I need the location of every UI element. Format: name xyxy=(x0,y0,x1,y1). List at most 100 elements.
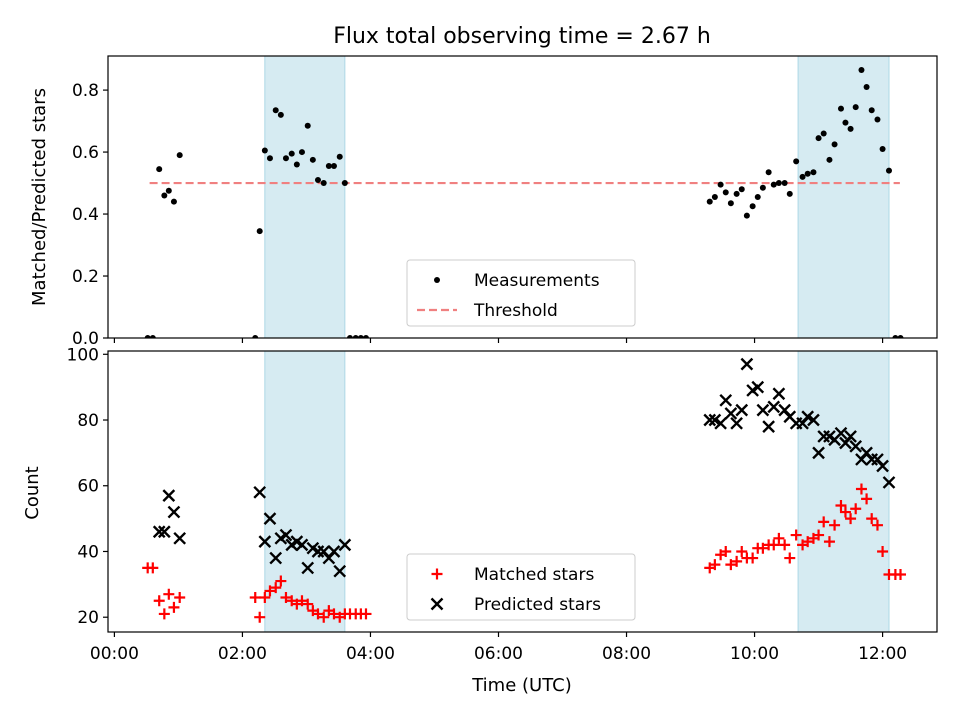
bottom-predicted-stars-point-21 xyxy=(333,564,347,578)
bottom-matched-stars-point-23 xyxy=(328,608,340,620)
top-measurements-point-38 xyxy=(749,203,756,210)
bottom-legend: Matched stars Predicted stars xyxy=(406,553,636,621)
top-legend: Measurements Threshold xyxy=(406,259,636,327)
top-measurements-point-26 xyxy=(346,335,353,338)
top-measurements-point-12 xyxy=(272,107,279,114)
top-measurements-point-13 xyxy=(277,111,284,118)
bottom-matched-stars-point-13 xyxy=(275,575,287,587)
top-measurements-point-39 xyxy=(754,194,761,200)
bottom-matched-stars-point-57 xyxy=(850,503,862,515)
bottom-predicted-stars-point-41 xyxy=(801,410,815,424)
bottom-predicted-stars-point-8 xyxy=(263,512,277,525)
bottom-matched-stars-point-44 xyxy=(779,539,791,551)
top-measurements-point-30 xyxy=(706,198,713,205)
bottom-matched-stars-point-42 xyxy=(768,539,780,551)
bottom-matched-stars-point-31 xyxy=(709,559,721,571)
bottom-x-tick-label-5: 08:00 xyxy=(602,644,651,664)
bottom-predicted-stars-point-27 xyxy=(724,407,738,420)
bottom-matched-stars-point-4 xyxy=(158,608,170,620)
top-measurements-point-60 xyxy=(868,107,875,114)
bottom-predicted-stars-point-11 xyxy=(279,528,293,542)
bottom-predicted-stars-point-36 xyxy=(772,387,786,401)
bottom-matched-stars-point-36 xyxy=(736,545,748,557)
bottom-legend-predicted-stars-swatch xyxy=(430,597,444,611)
top-shaded-interval-1 xyxy=(264,56,346,338)
top-measurements-point-47 xyxy=(799,173,806,180)
bottom-x-tick-label-1: 00:00 xyxy=(90,644,139,664)
bottom-x-tick-label-7: 12:00 xyxy=(858,644,907,664)
top-measurements-point-20 xyxy=(314,176,321,183)
figure-title: Flux total observing time = 2.67 h xyxy=(333,24,711,49)
bottom-matched-stars-point-11 xyxy=(264,585,276,597)
bottom-matched-stars-point-38 xyxy=(747,552,759,564)
bottom-y-tick-label-3: 60 xyxy=(77,477,99,497)
top-measurements-point-54 xyxy=(837,105,844,112)
bottom-predicted-stars-point-23 xyxy=(703,413,717,427)
bottom-predicted-stars-point-34 xyxy=(762,420,775,433)
top-measurements-point-34 xyxy=(727,200,734,207)
top-measurements-point-19 xyxy=(309,156,316,163)
bottom-predicted-stars-point-1 xyxy=(152,525,166,539)
top-measurements-point-4 xyxy=(161,192,168,199)
bottom-matched-stars-point-45 xyxy=(784,552,796,564)
top-measurements-point-11 xyxy=(266,155,273,162)
bottom-predicted-stars-point-29 xyxy=(735,403,749,417)
bottom-legend-box xyxy=(406,553,636,621)
top-measurements-point-14 xyxy=(282,155,289,162)
top-measurements-point-33 xyxy=(722,189,729,196)
bottom-matched-stars-point-14 xyxy=(280,591,292,603)
top-measurements-point-25 xyxy=(341,180,348,187)
top-measurements-point-1 xyxy=(144,335,151,338)
top-measurements-point-15 xyxy=(288,150,295,157)
bottom-predicted-stars-point-4 xyxy=(167,505,181,519)
top-measurements-point-43 xyxy=(775,180,782,187)
bottom-predicted-stars-point-49 xyxy=(844,430,857,443)
top-legend-threshold-label: Threshold xyxy=(473,301,558,321)
bottom-predicted-stars-point-5 xyxy=(173,531,187,545)
top-measurements-point-53 xyxy=(831,141,838,148)
bottom-predicted-stars-point-20 xyxy=(327,545,341,558)
top-measurements-point-36 xyxy=(738,186,745,193)
top-y-axis-label: Matched/Predicted stars xyxy=(29,88,50,306)
top-legend-measurements-swatch xyxy=(434,277,440,283)
bottom-matched-stars-point-21 xyxy=(318,611,330,623)
bottom-predicted-stars-point-6 xyxy=(253,485,267,499)
bottom-y-tick-label-4: 80 xyxy=(77,411,99,431)
bottom-predicted-stars-point-25 xyxy=(714,416,727,430)
top-measurements-point-50 xyxy=(815,135,822,142)
bottom-predicted-stars-point-22 xyxy=(338,538,352,552)
top-measurements-point-59 xyxy=(863,83,870,90)
bottom-matched-stars-point-40 xyxy=(757,542,769,554)
bottom-predicted-stars-point-2 xyxy=(157,525,171,539)
bottom-matched-stars-point-53 xyxy=(829,519,841,531)
top-measurements-point-48 xyxy=(804,170,811,177)
top-measurements-point-24 xyxy=(336,153,343,160)
top-measurements-point-62 xyxy=(879,145,886,152)
top-legend-box xyxy=(406,259,636,327)
bottom-matched-stars-point-48 xyxy=(802,536,814,548)
bottom-legend-matched-stars-swatch xyxy=(431,568,443,580)
bottom-predicted-stars-point-9 xyxy=(269,551,283,565)
bottom-axes-frame xyxy=(107,350,938,633)
top-panel-ratio-plot: 0.0 0.2 0.4 0.6 0.8 Measurements Threshold xyxy=(72,55,938,349)
bottom-predicted-stars-point-56 xyxy=(882,476,896,489)
top-measurements-point-44 xyxy=(781,180,788,187)
top-measurements-point-58 xyxy=(858,66,865,73)
bottom-matched-stars-point-8 xyxy=(249,591,261,603)
bottom-predicted-stars-point-3 xyxy=(162,489,176,502)
bottom-matched-stars-point-56 xyxy=(845,513,857,525)
bottom-matched-stars-point-10 xyxy=(259,591,271,603)
top-measurements-point-27 xyxy=(352,335,359,338)
x-axis-label: Time (UTC) xyxy=(471,675,572,696)
top-shaded-interval-2 xyxy=(797,56,890,338)
bottom-shaded-interval-1 xyxy=(264,351,346,632)
top-measurements-point-45 xyxy=(786,190,793,197)
bottom-predicted-stars-point-43 xyxy=(812,446,825,460)
bottom-panel-count-plot: 20 40 60 80 100 00:00 02:00 04:00 06:00 08:00 10:0… xyxy=(67,345,938,664)
top-measurements-point-49 xyxy=(810,169,817,176)
top-measurements-point-46 xyxy=(793,158,800,165)
bottom-x-tick-label-4: 06:00 xyxy=(474,644,523,664)
bottom-shaded-interval-2 xyxy=(797,351,890,632)
top-axes-frame xyxy=(107,55,938,339)
